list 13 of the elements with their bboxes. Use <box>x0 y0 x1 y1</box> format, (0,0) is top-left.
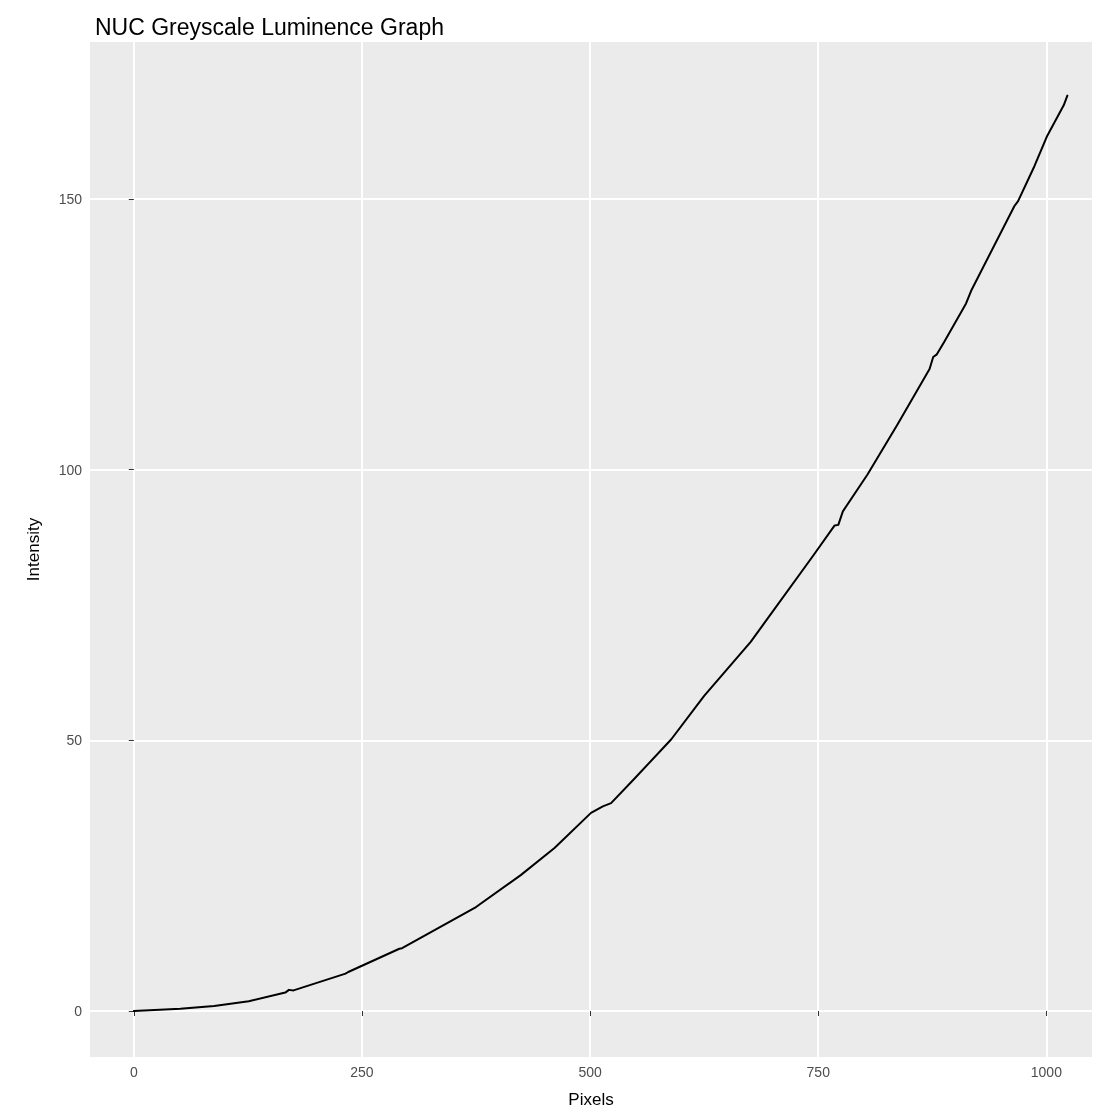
x-tick-label: 1000 <box>1030 1064 1063 1080</box>
x-tick-label: 750 <box>806 1064 831 1080</box>
y-tick-label: 100 <box>58 461 83 478</box>
x-tick-label: 500 <box>578 1064 602 1080</box>
y-tick-label: 50 <box>66 732 83 749</box>
x-tick-label: 250 <box>350 1064 374 1080</box>
chart-title: NUC Greyscale Luminence Graph <box>95 13 444 40</box>
y-tick-label: 0 <box>74 1002 83 1019</box>
line-series <box>132 94 1069 1012</box>
x-axis-title: Pixels <box>568 1090 614 1109</box>
y-axis-title: Intensity <box>24 517 43 582</box>
y-tick-label: 150 <box>58 190 83 207</box>
x-tick-label: 0 <box>129 1064 138 1080</box>
